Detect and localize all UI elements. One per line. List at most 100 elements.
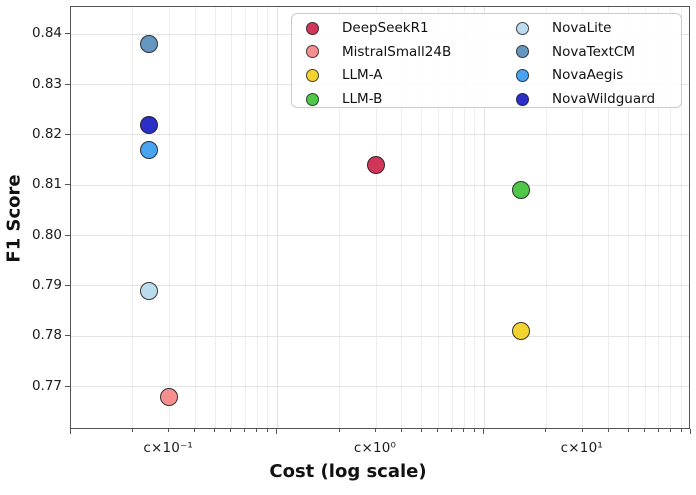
legend-marker-NovaTextCM — [516, 45, 529, 59]
y-tick-mark — [65, 335, 70, 337]
legend-marker-NovaLite — [516, 21, 529, 35]
legend-marker-DeepSeekR1 — [306, 21, 319, 35]
y-tick-mark — [65, 33, 70, 35]
legend-marker-LLM-A — [306, 68, 319, 82]
legend-item-NovaAegis: NovaAegis — [502, 64, 655, 88]
gridline-minor-x — [214, 6, 216, 428]
legend-marker-LLM-B — [306, 92, 319, 106]
point-NovaWildguard — [140, 115, 159, 134]
point-LLM-B — [511, 181, 530, 200]
y-tick-label: 0.81 — [31, 176, 62, 193]
legend: DeepSeekR1 MistralSmall24B LLM-A LLM-B Nova… — [291, 13, 682, 108]
legend-label: NovaWildguard — [552, 91, 656, 108]
gridline-minor-x — [421, 6, 423, 428]
gridline-minor-x — [256, 6, 258, 428]
x-tick-mark — [256, 428, 258, 432]
legend-label: MistralSmall24B — [342, 43, 452, 60]
legend-item-MistralSmall24B: MistralSmall24B — [292, 40, 451, 64]
gridline-major-x — [276, 6, 278, 428]
legend-label: NovaLite — [552, 20, 612, 37]
x-tick-mark — [214, 428, 216, 432]
y-tick-mark — [65, 284, 70, 286]
x-tick-mark — [194, 428, 196, 432]
gridline-major-y — [70, 184, 689, 186]
x-tick-mark — [669, 428, 671, 432]
gridline-minor-x — [132, 6, 134, 428]
legend-item-LLM-A: LLM-A — [292, 64, 451, 88]
y-tick-mark — [65, 234, 70, 236]
gridline-minor-x — [194, 6, 196, 428]
x-tick-mark — [545, 428, 547, 432]
legend-marker-NovaWildguard — [516, 92, 529, 106]
gridline-major-y — [70, 235, 689, 237]
legend-item-NovaWildguard: NovaWildguard — [502, 87, 655, 111]
gridline-minor-x — [339, 6, 341, 428]
gridline-minor-x — [628, 6, 630, 428]
x-tick-mark — [690, 428, 691, 434]
y-tick-label: 0.83 — [31, 75, 62, 92]
y-tick-mark — [65, 184, 70, 186]
legend-item-NovaLite: NovaLite — [502, 17, 655, 41]
gridline-major-x — [483, 6, 485, 428]
legend-column-1: DeepSeekR1 MistralSmall24B LLM-A LLM-B — [292, 17, 451, 111]
gridline-minor-x — [474, 6, 476, 428]
gridline-minor-x — [463, 6, 465, 428]
x-tick-mark — [420, 428, 422, 432]
gridline-minor-x — [375, 6, 377, 428]
y-tick-label: 0.80 — [31, 226, 62, 243]
gridline-minor-x — [168, 6, 170, 428]
x-tick-mark — [244, 428, 246, 432]
legend-label: LLM-A — [342, 67, 383, 84]
x-tick-mark — [69, 428, 71, 434]
gridline-minor-x — [230, 6, 232, 428]
x-tick-mark — [581, 428, 583, 432]
x-tick-mark — [680, 428, 682, 432]
x-tick-mark — [451, 428, 453, 432]
x-tick-mark — [266, 428, 268, 432]
x-tick-mark — [437, 428, 439, 432]
y-tick-mark — [65, 83, 70, 85]
legend-label: LLM-B — [342, 91, 383, 108]
legend-item-LLM-B: LLM-B — [292, 87, 451, 111]
legend-marker-MistralSmall24B — [306, 45, 319, 59]
gridline-minor-x — [608, 6, 610, 428]
y-tick-label: 0.79 — [31, 276, 62, 293]
point-NovaAegis — [140, 141, 159, 160]
gridline-major-y — [70, 134, 689, 136]
x-tick-mark — [230, 428, 232, 432]
gridline-minor-x — [681, 6, 683, 428]
legend-item-DeepSeekR1: DeepSeekR1 — [292, 17, 451, 41]
y-tick-mark — [65, 133, 70, 135]
x-tick-label: c×10⁰ — [353, 440, 397, 456]
point-NovaLite — [140, 282, 159, 301]
x-tick-mark — [400, 428, 402, 432]
x-tick-mark — [473, 428, 475, 432]
gridline-minor-x — [437, 6, 439, 428]
x-tick-mark — [276, 428, 278, 434]
point-MistralSmall24B — [160, 387, 179, 406]
legend-item-NovaTextCM: NovaTextCM — [502, 40, 655, 64]
x-tick-mark — [644, 428, 646, 432]
x-tick-mark — [657, 428, 659, 432]
gridline-major-y — [70, 285, 689, 287]
x-tick-label: c×10¹ — [560, 440, 603, 456]
gridline-minor-x — [401, 6, 403, 428]
gridline-major-y — [70, 386, 689, 388]
point-NovaTextCM — [140, 35, 159, 54]
point-DeepSeekR1 — [367, 156, 386, 175]
y-tick-label: 0.82 — [31, 125, 62, 142]
y-tick-label: 0.78 — [31, 327, 62, 344]
legend-column-2: NovaLite NovaTextCM NovaAegis NovaWildguard — [502, 17, 655, 111]
x-tick-mark — [168, 428, 170, 432]
gridline-minor-x — [670, 6, 672, 428]
y-tick-label: 0.84 — [31, 25, 62, 42]
x-axis-label: Cost (log scale) — [269, 461, 427, 482]
gridline-minor-x — [658, 6, 660, 428]
gridline-minor-x — [545, 6, 547, 428]
gridline-minor-x — [267, 6, 269, 428]
x-tick-mark — [627, 428, 629, 432]
x-tick-mark — [607, 428, 609, 432]
x-tick-label: c×10⁻¹ — [143, 440, 193, 456]
gridline-major-y — [70, 335, 689, 337]
